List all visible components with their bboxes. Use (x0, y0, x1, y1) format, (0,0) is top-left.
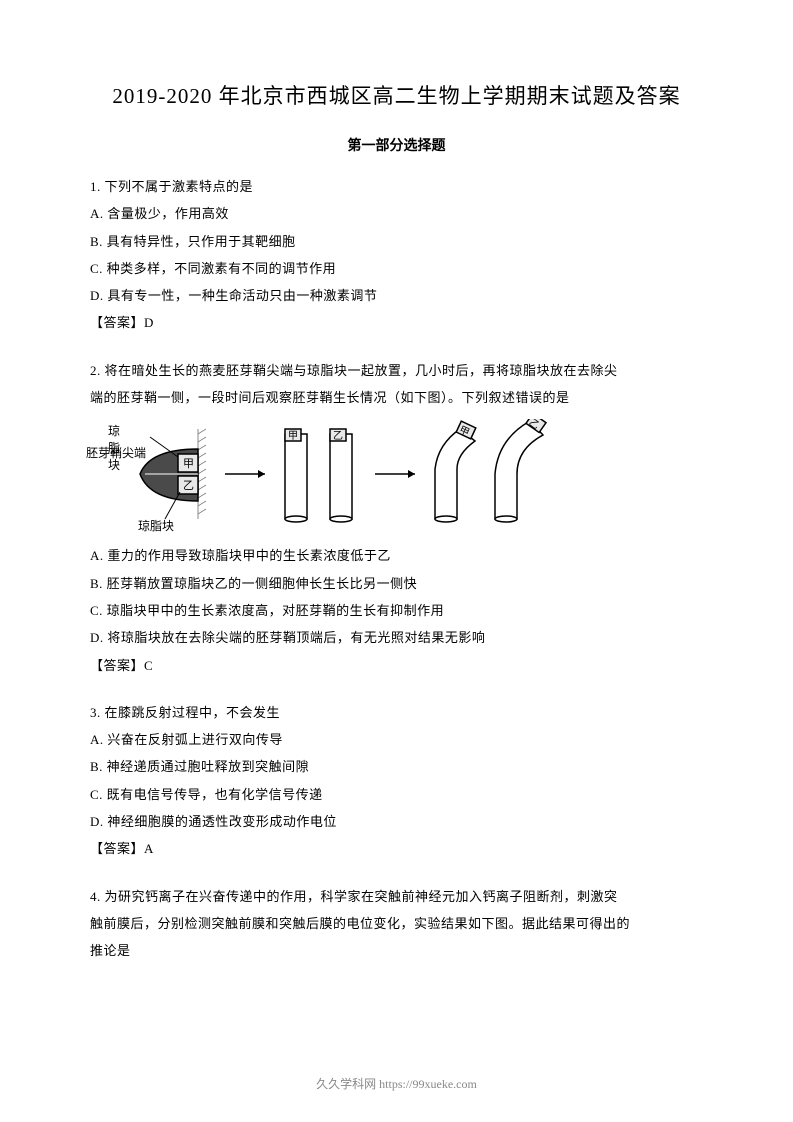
q2-stem-line1: 2. 将在暗处生长的燕麦胚芽鞘尖端与琼脂块一起放置，几小时后，再将琼脂块放在去除… (90, 357, 703, 384)
q3-option-b: B. 神经递质通过胞吐释放到突触间隙 (90, 753, 703, 780)
section-subtitle: 第一部分选择题 (90, 135, 703, 155)
q4-stem-line1: 4. 为研究钙离子在兴奋传递中的作用，科学家在突触前神经元加入钙离子阻断剂，刺激… (90, 883, 703, 910)
spacer (90, 679, 703, 699)
svg-text:甲: 甲 (288, 431, 298, 442)
page-title: 2019-2020 年北京市西城区高二生物上学期期末试题及答案 (90, 80, 703, 110)
q3-option-d: D. 神经细胞膜的通透性改变形成动作电位 (90, 808, 703, 835)
q2-answer: 【答案】C (90, 652, 703, 679)
q4-stem-line3: 推论是 (90, 937, 703, 964)
page-footer: 久久学科网 https://99xueke.com (0, 1075, 793, 1092)
svg-text:乙: 乙 (333, 430, 343, 442)
q2-stem-line2: 端的胚芽鞘一侧，一段时间后观察胚芽鞘生长情况（如下图）。下列叙述错误的是 (90, 384, 703, 411)
q3-stem: 3. 在膝跳反射过程中，不会发生 (90, 699, 703, 726)
q1-option-a: A. 含量极少，作用高效 (90, 200, 703, 227)
svg-text:乙: 乙 (183, 479, 194, 492)
label-peiyaqiao: 胚芽鞘尖端 (86, 444, 146, 461)
svg-text:甲: 甲 (183, 458, 194, 470)
q2-option-d: D. 将琼脂块放在去除尖端的胚芽鞘顶端后，有无光照对结果无影响 (90, 624, 703, 651)
q1-option-c: C. 种类多样，不同激素有不同的调节作用 (90, 255, 703, 282)
spacer (90, 863, 703, 883)
spacer (90, 337, 703, 357)
q2-diagram: 甲 乙 甲 乙 甲 乙 (90, 419, 703, 534)
q1-option-b: B. 具有特异性，只作用于其靶细胞 (90, 228, 703, 255)
q2-option-c: C. 琼脂块甲中的生长素浓度高，对胚芽鞘的生长有抑制作用 (90, 597, 703, 624)
label-jiaozhikuai-bottom: 琼脂块 (138, 517, 174, 534)
q3-option-a: A. 兴奋在反射弧上进行双向传导 (90, 726, 703, 753)
q1-option-d: D. 具有专一性，一种生命活动只由一种激素调节 (90, 282, 703, 309)
q2-option-a: A. 重力的作用导致琼脂块甲中的生长素浓度低于乙 (90, 542, 703, 569)
q4-stem-line2: 触前膜后，分别检测突触前膜和突触后膜的电位变化，实验结果如下图。据此结果可得出的 (90, 910, 703, 937)
q1-answer: 【答案】D (90, 309, 703, 336)
q1-stem: 1. 下列不属于激素特点的是 (90, 173, 703, 200)
q3-option-c: C. 既有电信号传导，也有化学信号传递 (90, 781, 703, 808)
q2-option-b: B. 胚芽鞘放置琼脂块乙的一侧细胞伸长生长比另一侧快 (90, 570, 703, 597)
q3-answer: 【答案】A (90, 835, 703, 862)
